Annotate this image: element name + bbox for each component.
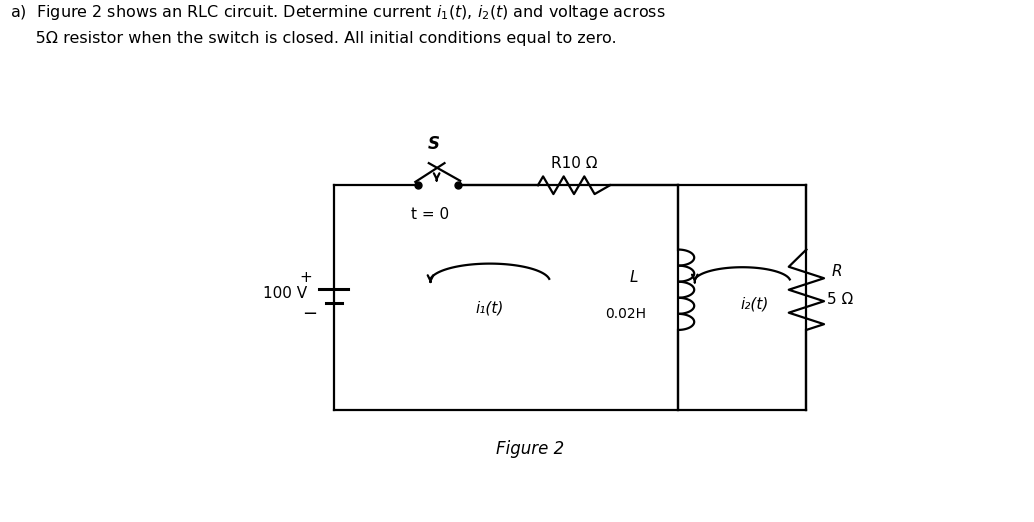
Text: +: + <box>299 270 312 285</box>
Text: a)  Figure 2 shows an RLC circuit. Determine current $i_1(t)$, $i_2(t)$ and volt: a) Figure 2 shows an RLC circuit. Determ… <box>10 3 666 21</box>
Text: L: L <box>630 270 638 285</box>
Text: 0.02H: 0.02H <box>606 307 646 321</box>
Text: R: R <box>831 264 842 279</box>
Text: t = 0: t = 0 <box>410 207 449 222</box>
Text: 5Ω resistor when the switch is closed. All initial conditions equal to zero.: 5Ω resistor when the switch is closed. A… <box>10 31 617 46</box>
Text: i₁(t): i₁(t) <box>476 300 504 315</box>
Text: 5 Ω: 5 Ω <box>827 292 853 307</box>
Text: 100 V: 100 V <box>264 286 307 301</box>
Text: i₂(t): i₂(t) <box>740 296 768 311</box>
Text: S: S <box>428 135 439 153</box>
Text: R10 Ω: R10 Ω <box>551 156 598 171</box>
Text: Figure 2: Figure 2 <box>495 440 565 457</box>
Text: −: − <box>302 305 317 323</box>
